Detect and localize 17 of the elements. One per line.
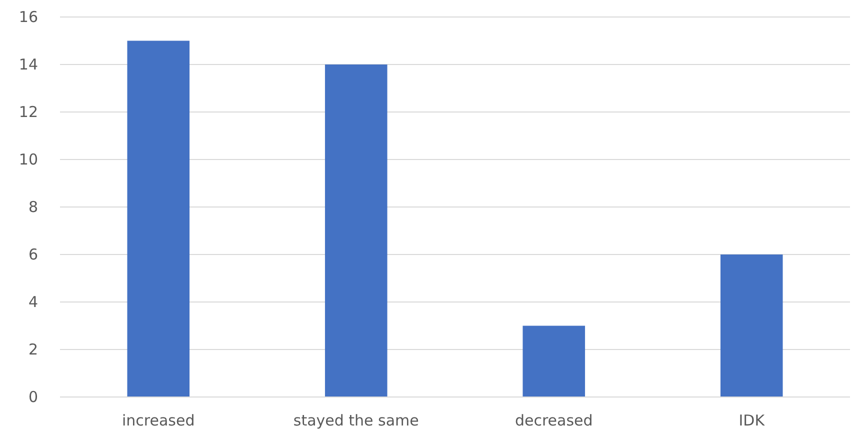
y-tick-label: 0	[28, 388, 38, 406]
bar	[720, 254, 783, 397]
x-tick-label: stayed the same	[293, 412, 419, 430]
y-tick-label: 12	[18, 102, 38, 121]
y-tick-label: 16	[18, 8, 38, 26]
y-tick-label: 6	[28, 245, 38, 264]
y-tick-label: 4	[28, 292, 38, 311]
bar	[522, 326, 586, 397]
y-tick-label: 14	[18, 55, 38, 74]
y-tick-label: 2	[28, 340, 38, 358]
y-tick-label: 10	[18, 150, 38, 168]
x-tick-label: IDK	[738, 412, 766, 430]
x-tick-label: decreased	[514, 412, 593, 430]
bar	[127, 40, 190, 397]
y-tick-label: 8	[28, 198, 38, 216]
bar	[324, 64, 388, 397]
x-tick-label: increased	[122, 412, 195, 430]
